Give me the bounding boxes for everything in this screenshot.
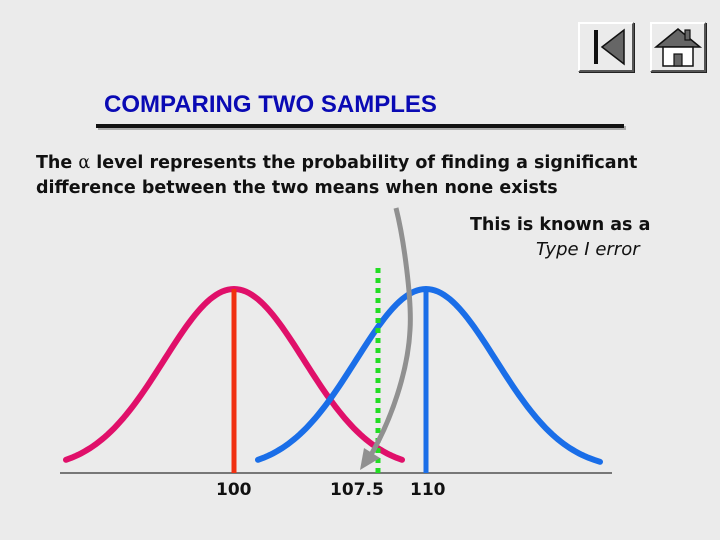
back-icon xyxy=(594,28,625,66)
back-button[interactable] xyxy=(578,22,634,72)
sample-b-curve xyxy=(255,285,603,465)
body-line-2: difference between the two means when no… xyxy=(36,178,558,198)
alpha-symbol: α xyxy=(78,153,91,173)
body-line-1: The α level represents the probability o… xyxy=(36,153,637,173)
pointer-arrowhead xyxy=(360,448,380,470)
body-line-1-end: level represents the probability of find… xyxy=(90,153,638,173)
home-button[interactable] xyxy=(650,22,706,72)
x-tick-107-5: 107.5 xyxy=(330,480,384,500)
callout-text: This is known as a xyxy=(470,215,651,235)
x-tick-100: 100 xyxy=(216,480,252,500)
title-underline xyxy=(96,124,624,128)
pointer-arrow xyxy=(365,207,413,462)
x-tick-110: 110 xyxy=(410,480,446,500)
type-i-error-label: Type I error xyxy=(536,239,640,260)
slide-title: COMPARING TWO SAMPLES xyxy=(104,91,437,118)
body-line-1-start: The xyxy=(36,153,79,173)
home-icon xyxy=(653,28,703,67)
